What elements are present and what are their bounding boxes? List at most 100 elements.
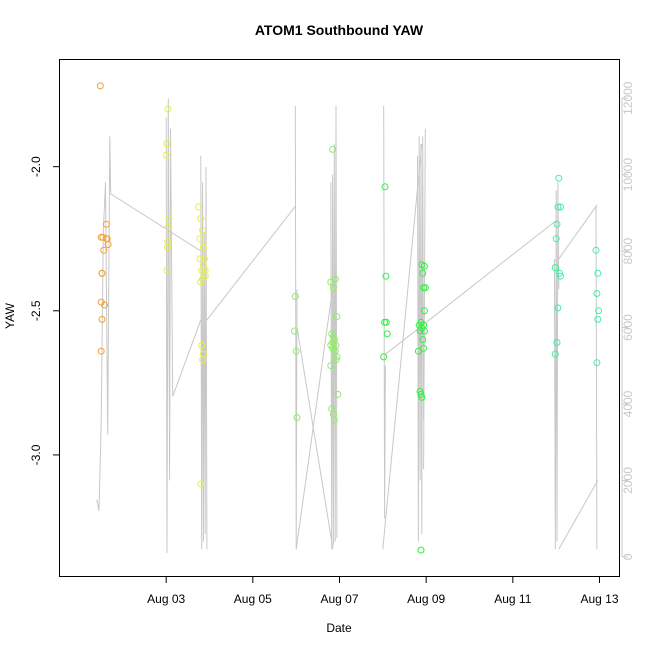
data-point <box>332 356 340 364</box>
secondary-line-segment <box>200 155 208 550</box>
data-point <box>414 347 422 355</box>
secondary-line-segment <box>382 144 423 550</box>
data-point <box>557 203 564 211</box>
secondary-line-segment <box>172 319 202 397</box>
secondary-line-segment <box>96 136 112 512</box>
x-tick-label: Aug 05 <box>234 592 272 606</box>
data-point <box>594 315 602 323</box>
data-point <box>420 344 428 352</box>
axes-layer: Aug 03 Aug 05 Aug 07 Aug 09 Aug 11 Aug 13 -2.0… <box>29 81 635 606</box>
data-point <box>293 414 301 421</box>
y-axis-label: YAW <box>3 302 17 329</box>
data-point <box>421 284 429 292</box>
data-point <box>555 174 563 182</box>
data-point <box>381 183 389 191</box>
y2-tick-label: 10000 <box>621 158 635 192</box>
x-tick-label: Aug 11 <box>494 592 531 606</box>
data-point <box>201 272 209 280</box>
data-point <box>382 318 390 326</box>
data-point <box>99 233 107 241</box>
data-point <box>165 215 173 222</box>
data-point <box>291 292 299 300</box>
data-point <box>330 416 338 424</box>
data-point <box>557 272 564 280</box>
x-tick-label: Aug 03 <box>147 592 185 606</box>
data-point <box>198 341 206 349</box>
y-tick-label: -3.0 <box>29 444 43 465</box>
data-point <box>417 390 425 398</box>
x-axis-label: Date <box>326 621 352 635</box>
y-tick-label: -2.0 <box>29 156 43 177</box>
y2-tick-label: 2000 <box>621 467 635 494</box>
data-point <box>98 315 106 323</box>
data-point <box>329 284 337 292</box>
data-point <box>292 347 300 355</box>
secondary-line-segment <box>206 204 297 321</box>
data-point <box>417 546 425 554</box>
y2-tick-label: 6000 <box>621 314 635 341</box>
data-point <box>100 246 108 254</box>
data-point <box>554 304 562 312</box>
data-point <box>418 393 426 401</box>
data-point <box>101 301 109 309</box>
data-point <box>382 272 390 280</box>
secondary-line-segment <box>330 105 338 550</box>
data-point <box>419 269 427 277</box>
data-point <box>593 290 601 297</box>
data-point <box>163 140 171 148</box>
data-point <box>333 313 341 321</box>
data-point <box>164 243 171 251</box>
secondary-line-segment <box>295 270 336 550</box>
data-point <box>197 215 205 222</box>
y2-tick-label: 8000 <box>621 237 635 264</box>
data-point <box>199 261 207 269</box>
data-point <box>164 223 172 231</box>
data-point <box>556 269 564 277</box>
data-point <box>162 151 170 159</box>
secondary-line-segment <box>553 182 560 550</box>
data-point <box>97 347 105 355</box>
data-point <box>552 235 560 243</box>
data-point <box>592 246 600 254</box>
plot-layer <box>96 82 603 554</box>
y2-tick-label: 0 <box>621 553 635 560</box>
data-point <box>333 353 341 361</box>
data-point <box>199 356 207 364</box>
secondary-line-segment <box>385 220 557 355</box>
data-point <box>197 480 205 488</box>
data-point <box>593 359 601 367</box>
data-point <box>102 220 110 228</box>
data-point <box>383 330 391 338</box>
data-point <box>195 203 203 211</box>
data-point <box>290 327 298 335</box>
chart-title: ATOM1 Southbound YAW <box>255 22 424 38</box>
data-point <box>553 220 561 228</box>
data-point <box>380 353 388 361</box>
secondary-line-segment <box>294 105 298 550</box>
data-point <box>420 262 428 270</box>
data-point <box>334 390 342 398</box>
y2-tick-label: 12000 <box>621 81 635 115</box>
secondary-line-segment <box>296 327 334 550</box>
data-point <box>594 269 602 277</box>
y2-tick-label: 4000 <box>621 390 635 417</box>
data-point <box>327 362 335 370</box>
data-point <box>551 350 559 358</box>
data-point <box>420 327 428 335</box>
y-tick-label: -2.5 <box>29 300 43 321</box>
data-point <box>551 264 559 272</box>
secondary-line-segment <box>110 193 202 252</box>
data-point <box>96 82 104 90</box>
data-point <box>98 269 106 277</box>
data-point <box>420 307 428 315</box>
secondary-line-segment <box>165 98 174 554</box>
data-point <box>199 243 207 251</box>
data-point <box>196 235 204 243</box>
secondary-line-segment <box>595 205 598 550</box>
x-tick-label: Aug 09 <box>407 592 445 606</box>
data-point <box>419 336 427 344</box>
data-point <box>163 266 171 274</box>
data-point <box>553 339 561 346</box>
data-point <box>331 275 339 283</box>
